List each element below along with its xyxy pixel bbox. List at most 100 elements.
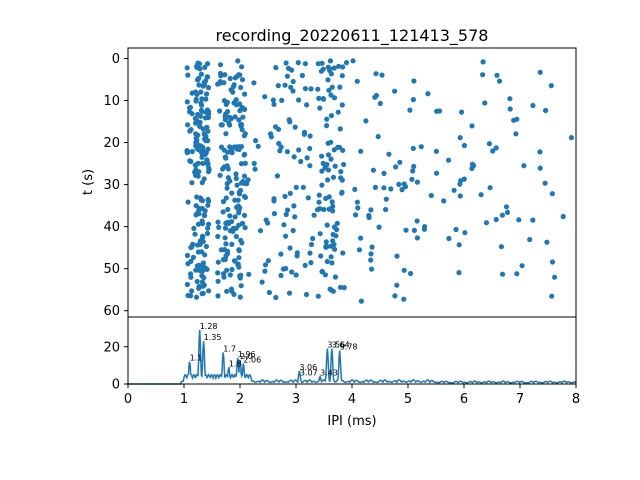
raster-point: [292, 124, 298, 130]
raster-point: [184, 65, 190, 71]
raster-point: [197, 195, 203, 201]
raster-point: [496, 78, 503, 84]
raster-point: [233, 102, 240, 108]
raster-point: [194, 278, 200, 285]
raster-point: [252, 166, 258, 172]
histogram-x-tick-label: 1: [180, 392, 188, 407]
raster-point: [271, 211, 277, 217]
raster-point: [560, 213, 566, 220]
raster-point: [215, 259, 221, 265]
raster-point: [411, 78, 417, 84]
raster-point: [552, 274, 558, 280]
raster-point: [290, 227, 296, 234]
raster-point: [543, 107, 549, 114]
raster-point: [319, 60, 325, 66]
histogram-line: [128, 329, 577, 385]
raster-point: [338, 169, 344, 175]
raster-point: [340, 147, 346, 153]
raster-point: [233, 171, 239, 177]
raster-point: [222, 235, 228, 241]
raster-point: [308, 260, 314, 266]
raster-point: [300, 184, 306, 190]
raster-point: [239, 240, 245, 246]
raster-point: [296, 97, 302, 103]
raster-point: [330, 203, 336, 209]
raster-point: [222, 113, 228, 120]
histogram-x-tick-label: 3: [292, 392, 300, 407]
raster-point: [200, 160, 206, 166]
raster-point: [215, 219, 221, 225]
raster-point: [421, 226, 427, 232]
raster-point: [363, 118, 369, 124]
raster-point: [326, 87, 332, 93]
raster-y-tick-label: 30: [103, 178, 120, 193]
raster-point: [393, 164, 399, 170]
raster-point: [459, 109, 465, 115]
raster-point: [410, 145, 416, 151]
raster-point: [253, 138, 259, 144]
raster-point: [411, 227, 417, 233]
raster-point: [316, 95, 322, 101]
raster-point: [205, 198, 212, 204]
raster-point: [482, 100, 488, 106]
raster-point: [368, 257, 374, 263]
raster-point: [334, 227, 340, 233]
raster-point: [205, 128, 211, 134]
raster-point: [394, 282, 400, 288]
raster-point: [498, 244, 504, 250]
histogram-x-axis: 0 1 2 3 4 5 6 7 8: [124, 384, 580, 407]
raster-point: [200, 83, 206, 89]
raster-point: [507, 96, 513, 102]
raster-point: [381, 185, 387, 191]
raster-point: [295, 60, 301, 66]
raster-point: [262, 94, 268, 100]
histogram-peak-label: 3.43: [320, 369, 338, 378]
raster-point: [203, 78, 209, 84]
raster-point: [394, 253, 400, 259]
raster-point: [271, 101, 277, 107]
raster-point: [493, 216, 499, 223]
raster-point: [513, 131, 519, 137]
raster-point: [317, 105, 323, 111]
raster-point: [240, 114, 246, 120]
raster-point: [239, 64, 245, 70]
raster-point: [337, 284, 344, 290]
raster-point: [193, 203, 199, 209]
raster-point: [282, 193, 288, 199]
raster-point: [341, 161, 347, 168]
raster-point: [296, 147, 302, 153]
raster-point: [340, 64, 346, 70]
raster-point: [332, 163, 338, 169]
raster-point: [372, 184, 378, 190]
raster-y-tick-label: 50: [103, 262, 120, 277]
raster-point: [205, 225, 211, 231]
raster-point: [343, 60, 350, 66]
raster-y-axis: 0 10 20 30 40 50 60: [103, 52, 128, 319]
raster-point: [201, 131, 207, 137]
raster-point: [186, 105, 193, 111]
raster-point: [255, 143, 261, 149]
raster-point: [188, 258, 194, 264]
raster-point: [321, 206, 327, 213]
raster-point: [494, 72, 500, 78]
raster-point: [369, 244, 375, 250]
raster-point: [354, 78, 360, 84]
raster-point: [319, 182, 325, 188]
raster-point: [193, 171, 199, 177]
raster-point: [188, 158, 194, 165]
raster-point: [537, 69, 543, 75]
raster-point: [196, 60, 202, 67]
raster-point: [403, 227, 409, 233]
raster-point: [189, 111, 195, 117]
raster-point: [227, 272, 233, 278]
raster-point: [277, 148, 283, 154]
raster-point: [195, 147, 201, 153]
raster-point: [221, 164, 227, 170]
raster-point: [308, 86, 314, 92]
raster-point: [324, 123, 330, 129]
raster-point: [329, 84, 335, 90]
raster-point: [194, 91, 200, 97]
raster-point: [287, 119, 293, 125]
raster-point: [251, 160, 257, 167]
